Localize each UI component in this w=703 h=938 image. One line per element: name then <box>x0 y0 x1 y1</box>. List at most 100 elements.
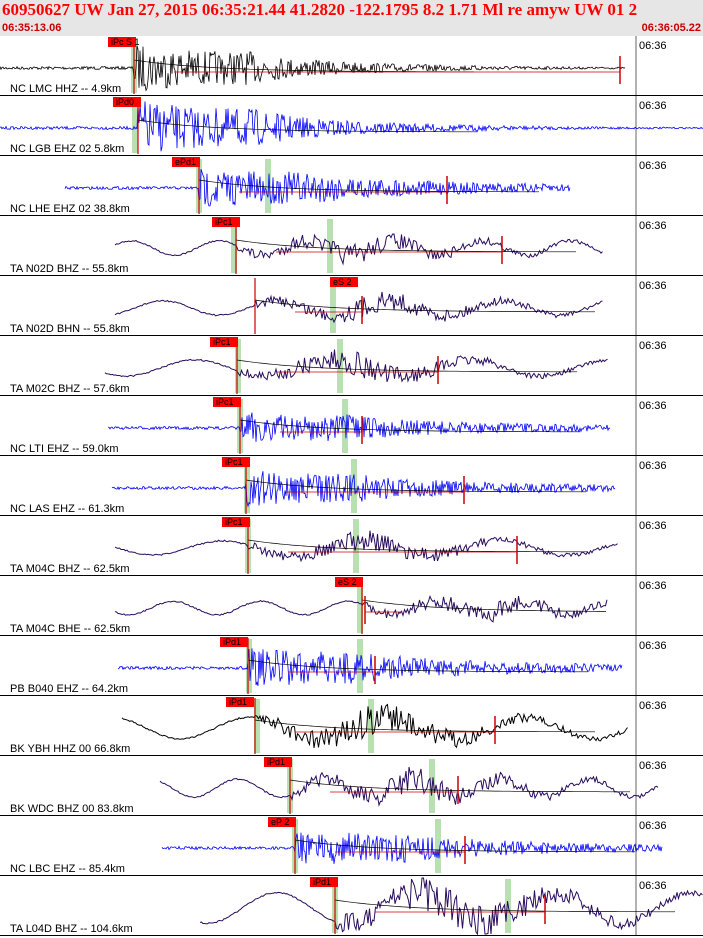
time-label: 06:36 <box>639 100 667 112</box>
p-window-marker <box>231 219 237 273</box>
coda-curve <box>247 539 588 553</box>
trace-panel[interactable]: ePd1 06:36 NC LHE EHZ 02 38.8km <box>0 156 703 216</box>
pick-label: eP 2 <box>271 817 289 827</box>
p-window-marker <box>246 639 252 693</box>
time-label: 06:36 <box>639 160 667 172</box>
station-label: NC LAS EHZ -- 61.3km <box>10 503 124 515</box>
waveform <box>121 703 628 749</box>
s-window-marker <box>435 819 441 873</box>
pick-box[interactable] <box>212 217 240 227</box>
station-label: BK YBH HHZ 00 66.8km <box>10 743 130 755</box>
header-bar: 60950627 UW Jan 27, 2015 06:35:21.44 41.… <box>0 0 703 36</box>
pick-label: iPc S 1 <box>111 37 140 47</box>
coda-curve <box>245 479 586 493</box>
s-window-marker <box>368 699 374 753</box>
pick-label: iPc1 <box>216 397 234 407</box>
pick-box[interactable] <box>222 517 250 527</box>
time-label: 06:36 <box>639 280 667 292</box>
end-time: 06:36:05.22 <box>641 22 701 34</box>
coda-curve <box>137 119 478 133</box>
time-label: 06:36 <box>639 580 667 592</box>
pick-box[interactable] <box>268 817 296 827</box>
seismogram-panel[interactable]: iPc S 1 06:36 NC LMC HHZ -- 4.9km iPd0 06:36… <box>0 36 703 938</box>
coda-curve <box>254 299 595 313</box>
time-label: 06:36 <box>639 400 667 412</box>
time-label: 06:36 <box>639 700 667 712</box>
station-label: NC LMC HHZ -- 4.9km <box>10 83 121 95</box>
pick-box[interactable] <box>310 877 338 887</box>
time-label: 06:36 <box>639 40 667 52</box>
trace-panel[interactable]: iPd1 06:36 BK YBH HHZ 00 66.8km <box>0 696 703 756</box>
pick-box[interactable] <box>264 757 292 767</box>
trace-panel[interactable]: eS 2 06:36 TA M04C BHE -- 62.5km <box>0 576 703 636</box>
waveform <box>114 233 603 266</box>
trace-panel[interactable]: iPc1 06:36 TA N02D BHZ -- 55.8km <box>0 216 703 276</box>
trace-panel[interactable]: iPc1 06:36 TA M02C BHZ -- 57.6km <box>0 336 703 396</box>
pick-box[interactable] <box>172 157 200 167</box>
waveform <box>117 648 623 687</box>
s-window-marker <box>330 279 336 333</box>
station-label: NC LHE EHZ 02 38.8km <box>10 203 130 215</box>
pick-box[interactable] <box>222 457 250 467</box>
station-label: TA L04D BHZ -- 104.6km <box>10 923 133 935</box>
trace-panel[interactable]: iPd1 06:36 TA L04D BHZ -- 104.6km <box>0 876 703 936</box>
pick-label: iPc1 <box>225 457 243 467</box>
start-time: 06:35:13.06 <box>2 22 62 34</box>
pick-label: eS 2 <box>333 277 352 287</box>
waveform <box>159 766 659 807</box>
waveform <box>111 471 616 508</box>
time-label: 06:36 <box>639 520 667 532</box>
pick-label: ePd1 <box>175 157 196 167</box>
trace-panel[interactable]: iPc1 06:36 TA M04C BHZ -- 62.5km <box>0 516 703 576</box>
station-label: NC LBC EHZ -- 85.4km <box>10 863 125 875</box>
pick-box[interactable] <box>220 637 248 647</box>
pick-box[interactable] <box>213 397 241 407</box>
trace-panel[interactable]: eS 2 06:36 TA N02D BHN -- 55.8km <box>0 276 703 336</box>
station-label: TA M04C BHZ -- 62.5km <box>10 563 130 575</box>
waveform <box>64 169 571 207</box>
station-label: TA M02C BHZ -- 57.6km <box>10 383 130 395</box>
waveform <box>199 877 703 936</box>
trace-panel[interactable]: iPd1 06:36 PB B040 EHZ -- 64.2km <box>0 636 703 696</box>
waveform <box>0 45 626 92</box>
pick-box[interactable] <box>330 277 358 287</box>
time-label: 06:36 <box>639 220 667 232</box>
time-label: 06:36 <box>639 460 667 472</box>
coda-curve <box>239 419 580 433</box>
pick-label: iPc1 <box>213 337 231 347</box>
trace-panel[interactable]: eP 2 06:36 NC LBC EHZ -- 85.4km <box>0 816 703 876</box>
pick-box[interactable] <box>210 337 238 347</box>
coda-curve <box>236 359 577 373</box>
p-window-marker <box>254 699 260 753</box>
station-label: NC LTI EHZ -- 59.0km <box>10 443 119 455</box>
pick-label: iPd1 <box>267 757 285 767</box>
station-label: PB B040 EHZ -- 64.2km <box>10 683 128 695</box>
pick-box[interactable] <box>108 37 136 47</box>
trace-panel[interactable]: iPc1 06:36 NC LTI EHZ -- 59.0km <box>0 396 703 456</box>
coda-curve <box>361 599 606 612</box>
pick-box[interactable] <box>113 97 141 107</box>
time-label: 06:36 <box>639 760 667 772</box>
time-label: 06:36 <box>639 340 667 352</box>
waveform <box>114 594 608 623</box>
trace-panel[interactable]: iPc S 1 06:36 NC LMC HHZ -- 4.9km <box>0 36 703 96</box>
event-title: 60950627 UW Jan 27, 2015 06:35:21.44 41.… <box>2 0 638 19</box>
trace-panel[interactable]: iPd1 06:36 BK WDC BHZ 00 83.8km <box>0 756 703 816</box>
pick-box[interactable] <box>335 577 363 587</box>
waveform <box>114 530 618 563</box>
pick-label: iPd1 <box>229 697 247 707</box>
pick-label: iPd0 <box>116 97 134 107</box>
s-window-marker <box>357 579 363 633</box>
p-window-marker <box>244 459 250 513</box>
pick-box[interactable] <box>226 697 254 707</box>
trace-panel[interactable]: iPd0 06:36 NC LGB EHZ 02 5.8km <box>0 96 703 156</box>
coda-curve <box>235 239 576 253</box>
coda-curve <box>198 179 539 193</box>
waveform <box>114 291 603 324</box>
pick-label: iPc1 <box>215 217 233 227</box>
s-window-marker <box>265 159 271 213</box>
station-label: TA M04C BHE -- 62.5km <box>10 623 130 635</box>
time-label: 06:36 <box>639 880 667 892</box>
trace-panel[interactable]: iPc1 06:36 NC LAS EHZ -- 61.3km <box>0 456 703 516</box>
coda-curve <box>334 899 675 913</box>
